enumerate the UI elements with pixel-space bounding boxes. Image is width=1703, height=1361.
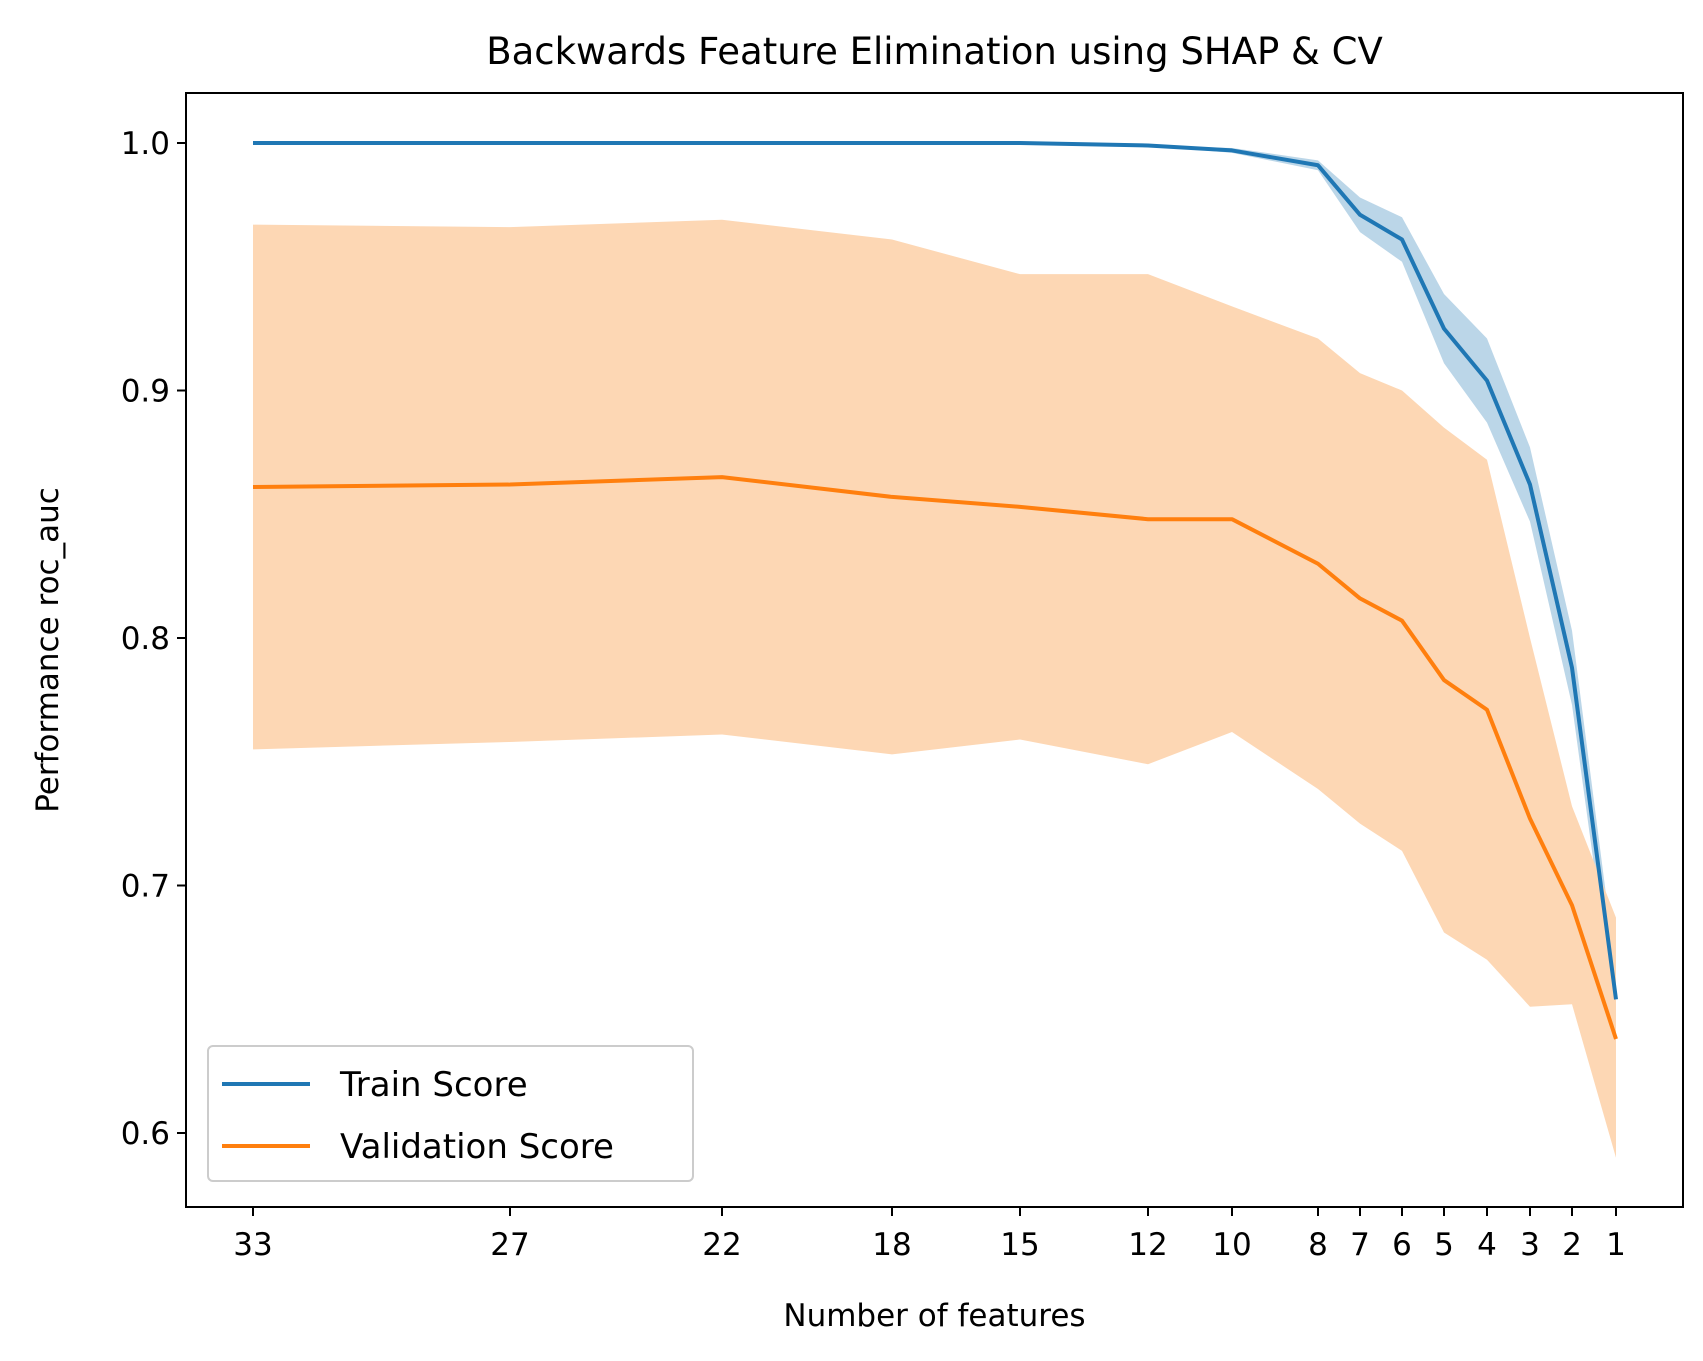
- legend: Train Score Validation Score: [207, 1045, 694, 1182]
- validation-score-band: [253, 219, 1616, 1158]
- x-tick-label: 15: [1000, 1227, 1039, 1263]
- x-tick-label: 8: [1308, 1227, 1328, 1263]
- x-tick-label: 27: [490, 1227, 529, 1263]
- x-tick-label: 10: [1212, 1227, 1251, 1263]
- x-tick-label: 6: [1392, 1227, 1412, 1263]
- y-tick-label: 0.8: [121, 621, 170, 657]
- x-tick-label: 5: [1434, 1227, 1454, 1263]
- y-tick-label: 0.9: [121, 374, 170, 410]
- axes: 33 27 22 18 15 12 10 8 7 6 5 4 3 2 1 0.6 0.7 0.8 0.9 1.0: [121, 92, 1684, 1263]
- x-tick-label: 1: [1606, 1227, 1626, 1263]
- x-tick-label: 22: [702, 1227, 741, 1263]
- x-tick-label: 33: [233, 1227, 272, 1263]
- x-tick-label: 18: [872, 1227, 911, 1263]
- validation-legend-label: Validation Score: [340, 1127, 614, 1167]
- x-tick-label: 12: [1128, 1227, 1167, 1263]
- validation-score-line: [252, 475, 1618, 1040]
- x-tick-label: 2: [1562, 1227, 1582, 1263]
- x-tick-label: 4: [1477, 1227, 1497, 1263]
- plot-frame: [185, 92, 1684, 1208]
- x-tick-label: 7: [1350, 1227, 1370, 1263]
- train-legend-label: Train Score: [339, 1065, 528, 1105]
- x-axis-label: Number of features: [783, 1298, 1085, 1334]
- series-lines: [252, 141, 1618, 1040]
- legend-box: [207, 1045, 694, 1182]
- confidence-bands: [253, 143, 1616, 1158]
- chart-title: Backwards Feature Elimination using SHAP…: [486, 30, 1383, 73]
- y-tick-label: 0.6: [121, 1116, 170, 1152]
- y-axis-label: Performance roc_auc: [30, 487, 66, 813]
- x-tick-label: 3: [1520, 1227, 1540, 1263]
- y-tick-label: 0.7: [121, 869, 170, 905]
- train-score-line: [253, 141, 1618, 1000]
- y-tick-label: 1.0: [121, 126, 170, 162]
